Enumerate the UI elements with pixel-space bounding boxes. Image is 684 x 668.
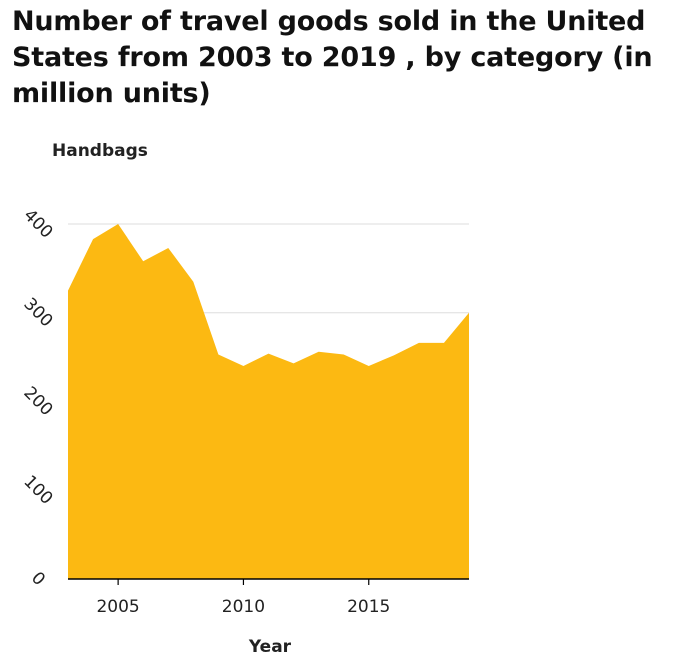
x-tick-label-2010: 2010 bbox=[222, 597, 265, 617]
y-tick-labels: 0 100 200 300 400 bbox=[19, 205, 56, 589]
x-axis-label: Year bbox=[248, 637, 292, 657]
series-area bbox=[68, 224, 469, 579]
y-tick-label-200: 200 bbox=[19, 383, 56, 420]
y-axis-label: Handbags bbox=[52, 141, 148, 161]
x-tick-labels: 2005 2010 2015 bbox=[96, 597, 390, 617]
x-tick-label-2005: 2005 bbox=[96, 597, 139, 617]
chart-title: Number of travel goods sold in the Unite… bbox=[12, 6, 653, 109]
handbags-area bbox=[68, 224, 469, 579]
y-tick-label-300: 300 bbox=[19, 294, 56, 331]
axes bbox=[68, 578, 469, 585]
y-tick-label-100: 100 bbox=[19, 472, 56, 509]
y-tick-label-0: 0 bbox=[27, 568, 49, 590]
y-tick-label-400: 400 bbox=[19, 205, 56, 242]
x-tick-label-2015: 2015 bbox=[347, 597, 390, 617]
